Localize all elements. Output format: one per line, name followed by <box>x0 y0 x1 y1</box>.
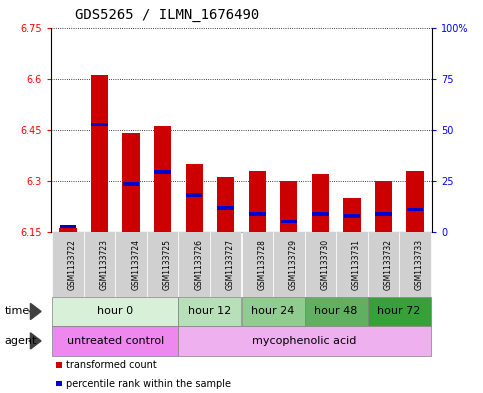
Bar <box>217 177 234 232</box>
Bar <box>407 208 423 211</box>
Bar <box>91 123 108 126</box>
Bar <box>59 228 77 232</box>
Text: hour 72: hour 72 <box>378 307 421 316</box>
Bar <box>343 198 360 232</box>
Text: hour 12: hour 12 <box>188 307 231 316</box>
Text: GSM1133733: GSM1133733 <box>415 239 424 290</box>
Text: GSM1133726: GSM1133726 <box>194 239 203 290</box>
Bar <box>312 212 328 215</box>
Text: transformed count: transformed count <box>66 360 156 370</box>
Text: agent: agent <box>5 336 37 346</box>
Text: untreated control: untreated control <box>67 336 164 346</box>
Bar <box>123 133 140 232</box>
Bar <box>60 225 76 228</box>
Bar <box>249 212 266 215</box>
Text: GSM1133724: GSM1133724 <box>131 239 140 290</box>
Text: time: time <box>5 307 30 316</box>
Text: mycophenolic acid: mycophenolic acid <box>253 336 357 346</box>
Text: GSM1133722: GSM1133722 <box>68 239 77 290</box>
Text: GSM1133723: GSM1133723 <box>99 239 109 290</box>
Bar <box>155 170 171 174</box>
Text: GSM1133729: GSM1133729 <box>289 239 298 290</box>
Text: hour 24: hour 24 <box>251 307 295 316</box>
Bar <box>406 171 424 232</box>
Bar <box>375 181 392 232</box>
Bar <box>312 174 329 232</box>
Text: GSM1133728: GSM1133728 <box>257 239 266 290</box>
Bar <box>281 220 297 223</box>
Text: GSM1133727: GSM1133727 <box>226 239 235 290</box>
Bar <box>217 206 234 210</box>
Bar <box>375 212 392 215</box>
Text: hour 0: hour 0 <box>97 307 133 316</box>
Text: GSM1133732: GSM1133732 <box>384 239 392 290</box>
Bar <box>123 182 140 186</box>
Text: GSM1133731: GSM1133731 <box>352 239 361 290</box>
Bar <box>343 215 360 218</box>
Bar <box>186 193 202 197</box>
Bar <box>280 181 298 232</box>
Text: GDS5265 / ILMN_1676490: GDS5265 / ILMN_1676490 <box>75 7 259 22</box>
Bar <box>91 75 108 232</box>
Bar <box>185 164 203 232</box>
Text: percentile rank within the sample: percentile rank within the sample <box>66 379 231 389</box>
Text: GSM1133730: GSM1133730 <box>320 239 329 290</box>
Bar <box>249 171 266 232</box>
Text: GSM1133725: GSM1133725 <box>163 239 171 290</box>
Text: hour 48: hour 48 <box>314 307 358 316</box>
Bar <box>154 126 171 232</box>
